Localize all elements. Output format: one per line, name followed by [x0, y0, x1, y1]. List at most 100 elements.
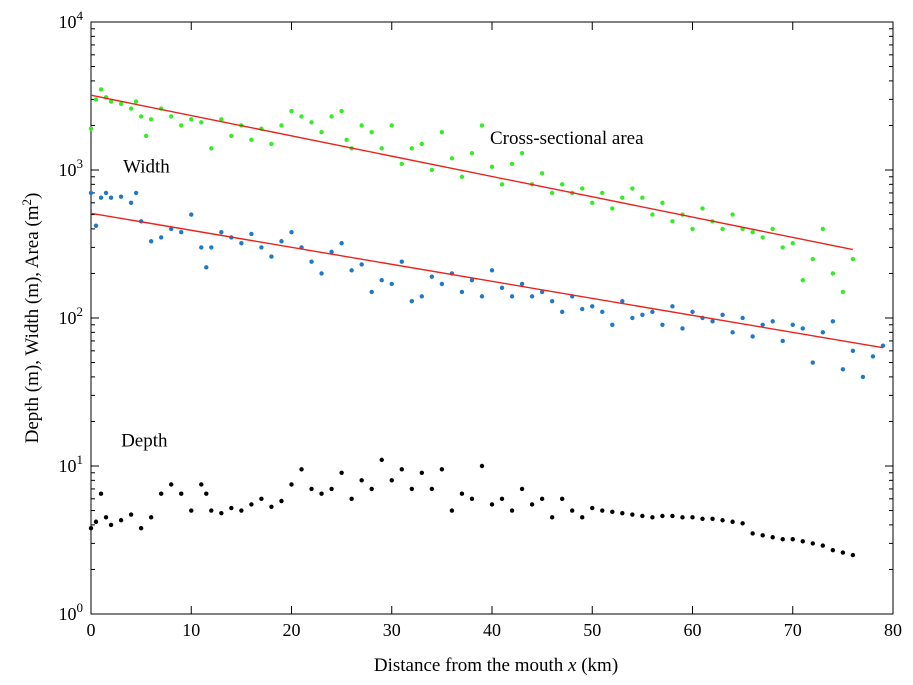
data-point	[319, 130, 324, 135]
data-point	[88, 126, 94, 131]
data-point	[660, 200, 665, 206]
x-tick-label: 50	[583, 620, 601, 640]
data-point	[289, 108, 294, 114]
data-point	[750, 334, 755, 339]
data-point	[429, 486, 435, 492]
data-point	[349, 496, 354, 502]
data-point	[790, 241, 795, 246]
data-point	[780, 245, 785, 250]
data-point	[339, 470, 344, 475]
data-point	[399, 259, 404, 264]
data-point	[169, 482, 174, 487]
data-point	[720, 518, 725, 523]
data-point	[299, 114, 304, 119]
data-point	[660, 513, 665, 519]
data-point	[339, 108, 344, 114]
data-point	[720, 312, 725, 318]
data-point	[369, 289, 374, 295]
data-point	[319, 271, 324, 276]
data-point	[209, 245, 214, 250]
data-point	[103, 190, 109, 196]
data-point	[680, 515, 685, 520]
data-point	[770, 535, 775, 540]
series-1	[88, 190, 886, 380]
data-point	[730, 330, 735, 335]
data-point	[630, 315, 635, 321]
data-point	[199, 482, 204, 487]
data-point	[103, 515, 109, 520]
data-point	[670, 513, 675, 519]
x-axis: 0 10 20 30 40 50 60 70 80	[87, 22, 902, 640]
data-point	[479, 294, 485, 299]
data-point	[650, 309, 655, 315]
data-point	[108, 522, 114, 528]
data-point	[489, 164, 495, 170]
data-point	[239, 241, 244, 246]
data-point	[409, 146, 414, 151]
x-tick-label: 20	[283, 620, 301, 640]
data-point	[840, 289, 846, 295]
data-point	[359, 478, 364, 483]
series-0	[88, 87, 856, 295]
data-point	[118, 518, 124, 523]
y-tick-label: 104	[59, 8, 84, 32]
data-point	[519, 281, 525, 287]
data-point	[379, 278, 384, 283]
data-point	[600, 508, 605, 513]
data-point	[419, 294, 425, 299]
data-point	[189, 117, 194, 122]
annotation-layer: Cross-sectional area Width Depth	[121, 128, 644, 452]
data-point	[559, 309, 565, 315]
x-tick-label: 10	[182, 620, 200, 640]
data-point	[148, 239, 154, 244]
data-point	[429, 274, 435, 279]
annotation-label: Cross-sectional area	[490, 128, 644, 149]
data-point	[209, 508, 214, 513]
data-point	[640, 195, 645, 200]
data-point	[128, 200, 134, 206]
data-point	[670, 304, 675, 309]
data-point	[810, 541, 815, 546]
data-point	[840, 367, 846, 372]
data-point	[98, 195, 104, 200]
data-point	[289, 229, 294, 235]
data-point	[279, 498, 284, 504]
data-point	[219, 117, 224, 122]
x-tick-label: 40	[483, 620, 501, 640]
data-point	[138, 525, 144, 531]
data-point	[379, 457, 384, 463]
data-point	[279, 239, 284, 244]
series-2	[88, 457, 856, 558]
data-point	[499, 285, 505, 290]
data-point	[399, 467, 404, 472]
data-point	[790, 322, 795, 327]
data-point	[580, 186, 585, 191]
data-point	[640, 312, 645, 318]
data-point	[479, 463, 485, 469]
data-point	[509, 508, 515, 513]
data-point	[820, 226, 826, 232]
data-point	[88, 525, 94, 531]
data-point	[429, 167, 435, 173]
data-point	[760, 322, 765, 327]
data-point	[710, 516, 715, 521]
data-point	[690, 515, 695, 520]
trend-line-0	[90, 94, 854, 251]
data-point	[219, 229, 224, 235]
data-point	[93, 519, 99, 524]
trend-layer	[90, 94, 884, 349]
data-point	[259, 245, 264, 250]
annotation-label: Depth	[121, 431, 168, 452]
data-point	[138, 114, 144, 119]
data-point	[640, 513, 645, 519]
data-point	[249, 231, 254, 237]
data-point	[610, 509, 615, 515]
data-point	[148, 117, 154, 122]
data-point	[269, 254, 274, 259]
data-point	[730, 519, 735, 524]
data-point	[580, 306, 585, 312]
data-point	[204, 265, 209, 270]
x-tick-label: 60	[684, 620, 702, 640]
data-point	[439, 130, 445, 135]
data-point	[389, 123, 394, 128]
